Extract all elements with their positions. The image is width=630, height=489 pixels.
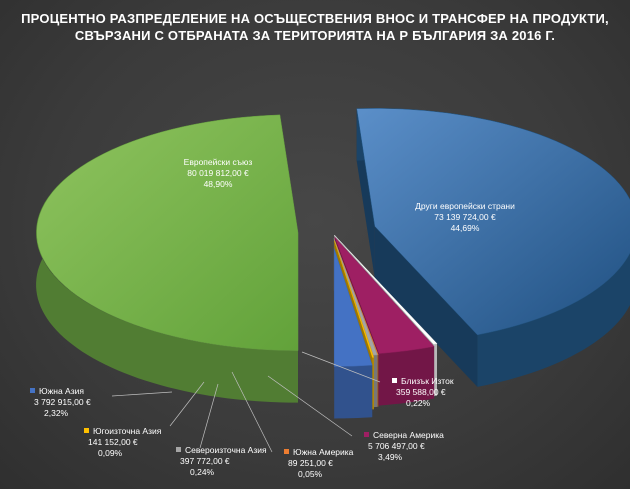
slice-4-label-percent-label: 0,05% xyxy=(298,469,323,479)
slice-0 xyxy=(36,114,299,403)
slice-4-leader-line xyxy=(231,371,273,453)
slice-6-legend-marker xyxy=(84,428,89,433)
slice-6-leader-line xyxy=(169,381,205,427)
slice-1-label-value-label: 73 139 724,00 € xyxy=(434,212,496,222)
slice-1 xyxy=(356,108,630,387)
slice-1-label-name: Други европейски страни xyxy=(415,201,515,211)
slice-0-top xyxy=(36,114,299,351)
slice-5-label-percent-label: 0,24% xyxy=(190,467,215,477)
slice-2-top xyxy=(334,234,438,345)
chart-title-line-1: ПРОЦЕНТНО РАЗПРЕДЕЛЕНИЕ НА ОСЪЩЕСТВЕНИЯ … xyxy=(21,11,609,26)
slice-3-outer-wall xyxy=(379,346,435,406)
slice-3-label-name: Северна Америка xyxy=(373,430,444,440)
slice-2-label-percent-label: 0,22% xyxy=(406,398,431,408)
slice-7-label-percent-label: 2,32% xyxy=(44,408,69,418)
slice-3-legend-marker xyxy=(364,432,369,437)
slice-3-top xyxy=(334,237,435,354)
slice-5-outer-wall xyxy=(373,354,378,408)
slice-6-outer-wall xyxy=(372,357,374,410)
slice-6-top xyxy=(334,240,375,358)
slice-4-label-value-label: 89 251,00 € xyxy=(288,458,333,468)
slice-2-legend-marker xyxy=(392,378,397,383)
slice-7-leader-line xyxy=(111,391,173,397)
slice-7-label-value-label: 3 792 915,00 € xyxy=(34,397,91,407)
slice-6-label-percent-label: 0,09% xyxy=(98,448,123,458)
slice-1-radial-side-1 xyxy=(374,226,478,387)
slice-3-label-value-label: 5 706 497,00 € xyxy=(368,441,425,451)
slice-3-label-percent-label: 3,49% xyxy=(378,452,403,462)
slice-0-label-percent-label: 48,90% xyxy=(204,179,233,189)
slice-5-label-value-label: 397 772,00 € xyxy=(180,456,230,466)
slice-2-label-value-label: 359 588,00 € xyxy=(396,387,446,397)
slice-4-label-name: Южна Америка xyxy=(293,447,354,457)
slice-2-outer-wall xyxy=(433,343,437,397)
slice-5-label-name: Североизточна Азия xyxy=(185,445,267,455)
slice-2-leader-line xyxy=(301,351,381,383)
slice-7-top xyxy=(333,248,373,367)
chart-title: ПРОЦЕНТНО РАЗПРЕДЕЛЕНИЕ НА ОСЪЩЕСТВЕНИЯ … xyxy=(0,10,630,44)
slice-3-leader-line xyxy=(267,375,353,437)
slice-0-label-name: Европейски съюз xyxy=(184,157,253,167)
chart-title-line-2: СВЪРЗАНИ С ОТБРАНАТА ЗА ТЕРИТОРИЯТА НА Р… xyxy=(74,28,556,43)
slice-0-label-value-label: 80 019 812,00 € xyxy=(187,168,249,178)
slice-1-label-percent-label: 44,69% xyxy=(451,223,480,233)
leader-lines xyxy=(111,351,381,453)
slice-5-legend-marker xyxy=(176,447,181,452)
slice-5-leader-line xyxy=(199,383,219,449)
slice-4-legend-marker xyxy=(284,449,289,454)
pie-slices xyxy=(36,108,630,419)
slice-7-outer-wall xyxy=(334,365,373,419)
slice-7-label-name: Южна Азия xyxy=(39,386,84,396)
slice-6-label-name: Югоизточна Азия xyxy=(93,426,162,436)
slice-6-label-value-label: 141 152,00 € xyxy=(88,437,138,447)
slice-2-label-name: Близък Изток xyxy=(401,376,454,386)
slice-7-legend-marker xyxy=(30,388,35,393)
